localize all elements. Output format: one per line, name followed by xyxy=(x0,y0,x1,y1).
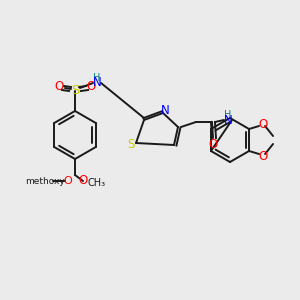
Text: methoxy: methoxy xyxy=(25,176,65,185)
Text: N: N xyxy=(93,76,101,89)
Text: O: O xyxy=(258,149,268,163)
Text: H: H xyxy=(93,73,101,83)
Text: O: O xyxy=(208,137,217,151)
Text: H: H xyxy=(224,110,232,120)
Text: CH₃: CH₃ xyxy=(87,178,105,188)
Text: O: O xyxy=(86,80,96,94)
Text: O: O xyxy=(54,80,64,94)
Text: O: O xyxy=(64,176,72,186)
Text: S: S xyxy=(127,137,135,151)
Text: S: S xyxy=(71,85,79,98)
Text: O: O xyxy=(78,175,87,188)
Text: N: N xyxy=(160,103,169,116)
Text: N: N xyxy=(224,113,232,127)
Text: O: O xyxy=(258,118,268,130)
